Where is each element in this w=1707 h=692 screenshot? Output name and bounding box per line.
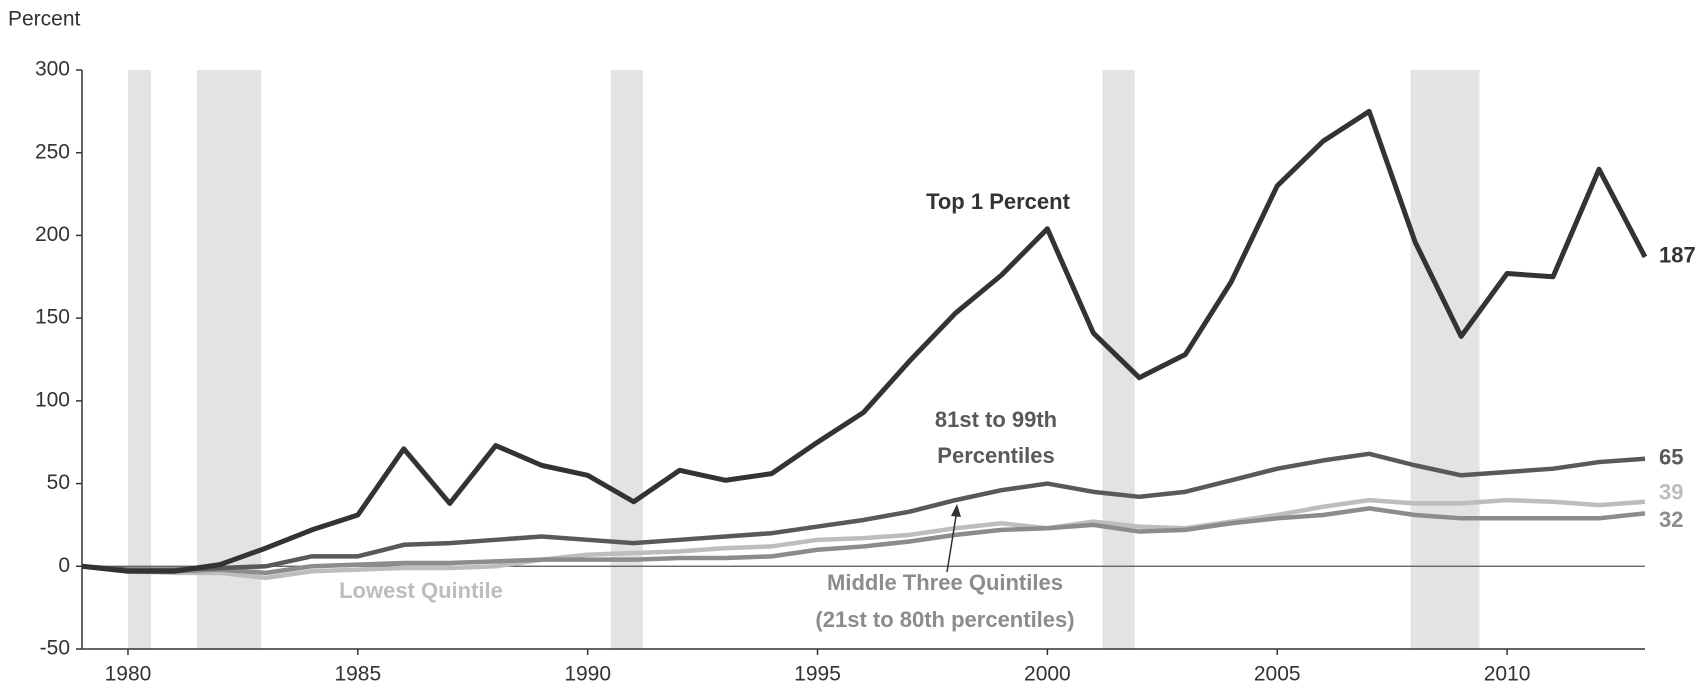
y-axis-label: Percent xyxy=(8,8,81,31)
end-value-label: 32 xyxy=(1659,507,1683,532)
y-tick-label: 250 xyxy=(35,140,70,163)
series-line xyxy=(81,451,1646,572)
recession-band xyxy=(127,70,151,649)
recession-band xyxy=(610,70,643,649)
annotation-arrowhead xyxy=(951,504,961,517)
series-line xyxy=(81,497,1646,581)
series-line xyxy=(81,108,1648,574)
x-tick-label: 1995 xyxy=(794,663,841,686)
end-value-label: 187 xyxy=(1659,243,1696,268)
x-tick-label: 2010 xyxy=(1484,663,1531,686)
series-label: 81st to 99th xyxy=(935,407,1057,432)
annotation-arrow xyxy=(946,509,958,573)
x-tick-label: 2000 xyxy=(1024,663,1071,686)
y-tick-label: 200 xyxy=(35,223,70,246)
y-tick-label: 100 xyxy=(35,388,70,411)
series-label: Top 1 Percent xyxy=(926,189,1071,214)
y-tick-label: 300 xyxy=(35,58,70,81)
series-label: Lowest Quintile xyxy=(339,578,503,603)
series-label: Percentiles xyxy=(937,443,1054,468)
end-value-label: 65 xyxy=(1659,445,1683,470)
end-value-label: 39 xyxy=(1659,480,1683,505)
x-tick-label: 1985 xyxy=(334,663,381,686)
x-tick-label: 1980 xyxy=(105,663,152,686)
y-tick-label: 50 xyxy=(47,471,70,494)
series-label: Middle Three Quintiles xyxy=(827,570,1063,595)
y-tick-label: 150 xyxy=(35,306,70,329)
y-tick-label: 0 xyxy=(58,554,70,577)
recession-band xyxy=(1410,70,1480,649)
x-tick-label: 2005 xyxy=(1254,663,1301,686)
series-label: (21st to 80th percentiles) xyxy=(815,607,1074,632)
x-tick-label: 1990 xyxy=(564,663,611,686)
series-line xyxy=(81,506,1646,576)
y-tick-label: -50 xyxy=(40,637,70,660)
